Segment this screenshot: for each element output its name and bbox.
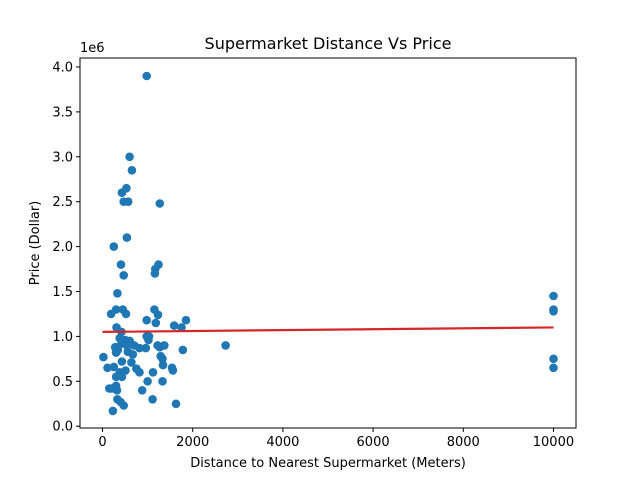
y-tick-label: 4.0 bbox=[52, 60, 73, 75]
data-point bbox=[106, 309, 116, 319]
y-scale-offset-label: 1e6 bbox=[80, 41, 105, 56]
trend-line bbox=[102, 326, 554, 334]
data-point bbox=[141, 343, 151, 353]
y-tick-label: 0.0 bbox=[52, 420, 73, 435]
data-point bbox=[123, 197, 133, 206]
x-tick-label: 8000 bbox=[447, 435, 480, 450]
data-point bbox=[155, 199, 165, 208]
y-tick-label: 1.0 bbox=[52, 330, 73, 345]
data-point bbox=[143, 377, 152, 386]
data-point bbox=[108, 406, 118, 416]
x-axis-label: Distance to Nearest Supermarket (Meters) bbox=[190, 456, 466, 471]
y-tick-label: 3.0 bbox=[52, 150, 73, 165]
data-point bbox=[111, 348, 121, 357]
data-point bbox=[112, 386, 122, 395]
data-point bbox=[177, 323, 186, 332]
data-point bbox=[549, 363, 558, 373]
data-point bbox=[119, 401, 128, 410]
data-point bbox=[549, 307, 558, 316]
data-point bbox=[109, 362, 119, 372]
data-point bbox=[142, 315, 151, 325]
y-tick-label: 1.5 bbox=[52, 285, 73, 300]
data-point bbox=[135, 343, 144, 353]
data-point bbox=[135, 368, 144, 377]
x-tick-label: 0 bbox=[98, 435, 106, 450]
data-point bbox=[158, 354, 167, 364]
x-tick-label: 2000 bbox=[176, 435, 209, 450]
data-point bbox=[153, 310, 163, 320]
y-axis-label: Price (Dollar) bbox=[28, 201, 43, 286]
plot-marks bbox=[99, 71, 558, 416]
data-point bbox=[169, 321, 179, 330]
data-point bbox=[181, 315, 191, 325]
x-tick-label: 4000 bbox=[266, 435, 299, 450]
data-point bbox=[144, 335, 153, 345]
data-point bbox=[121, 309, 131, 319]
data-point bbox=[160, 341, 169, 350]
data-point bbox=[99, 352, 108, 362]
data-point bbox=[549, 354, 558, 364]
y-tick-label: 0.5 bbox=[52, 375, 73, 390]
data-point bbox=[158, 360, 168, 370]
data-point bbox=[122, 233, 132, 242]
y-axis: 0.0 0.5 1.0 1.5 2.0 2.5 3.0 3.5 4.0 bbox=[52, 60, 80, 435]
data-point bbox=[142, 71, 151, 81]
plot-frame bbox=[79, 57, 577, 429]
x-axis: 0 2000 4000 6000 8000 10000 bbox=[98, 428, 574, 450]
data-point bbox=[151, 318, 161, 328]
y-tick-label: 2.0 bbox=[52, 240, 73, 255]
y-tick-label: 2.5 bbox=[52, 195, 73, 210]
data-point bbox=[113, 289, 122, 298]
data-point bbox=[119, 271, 128, 280]
data-point bbox=[128, 350, 138, 359]
data-point bbox=[137, 386, 147, 395]
data-point bbox=[168, 366, 178, 375]
y-tick-label: 3.5 bbox=[52, 105, 73, 120]
data-point bbox=[150, 269, 160, 278]
x-tick-label: 6000 bbox=[357, 435, 390, 450]
data-point bbox=[127, 358, 136, 367]
data-point bbox=[117, 372, 127, 382]
data-point bbox=[148, 368, 158, 377]
data-point bbox=[117, 357, 127, 366]
chart-title: Supermarket Distance Vs Price bbox=[205, 34, 452, 53]
data-point bbox=[109, 242, 119, 251]
data-point bbox=[178, 345, 188, 355]
data-point bbox=[122, 183, 131, 193]
data-point bbox=[103, 363, 112, 373]
data-point bbox=[116, 260, 126, 269]
x-tick-label: 10000 bbox=[533, 435, 574, 450]
data-point bbox=[221, 341, 230, 350]
data-point bbox=[148, 395, 157, 404]
data-point bbox=[171, 399, 181, 409]
data-point bbox=[158, 377, 167, 386]
data-point bbox=[127, 166, 137, 175]
data-point bbox=[549, 291, 558, 301]
data-point bbox=[125, 152, 134, 162]
